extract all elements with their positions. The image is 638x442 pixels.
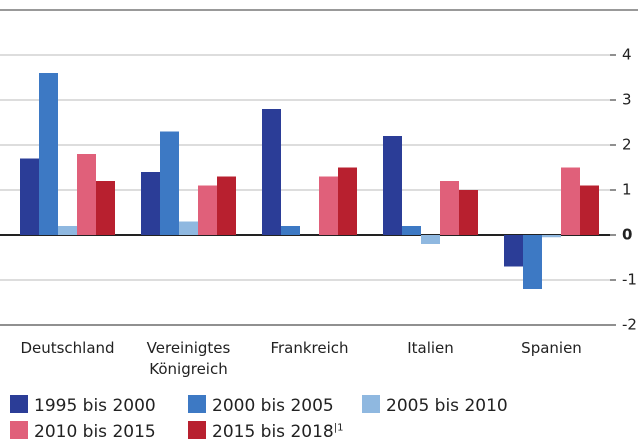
y-tick-label: 4 [622,46,632,64]
legend-label: 2000 bis 2005 [212,396,334,416]
bar [179,221,198,235]
bar [141,172,160,235]
bar [96,181,115,235]
x-tick-label: Deutschland [20,339,115,357]
bar [217,176,236,235]
bar [383,136,402,235]
bar [262,109,281,235]
y-tick-label: 0 [622,226,632,244]
bar [440,181,459,235]
bar [198,185,217,235]
bar [39,73,58,235]
x-tick-label: Vereinigtes Königreich [146,339,231,378]
bar [523,235,542,289]
bar [281,226,300,235]
legend-label: 2005 bis 2010 [386,396,508,416]
bar [338,167,357,235]
legend-swatch [10,395,28,413]
bar [580,185,599,235]
legend-swatch [10,421,28,439]
legend-item: 2015 bis 2018|1 [188,421,343,442]
legend-label: 2015 bis 2018 [212,422,334,442]
bar [542,235,561,238]
legend-item: 2000 bis 2005 [188,395,334,416]
x-tick-label: Frankreich [270,339,349,357]
x-tick-label: Italien [407,339,454,357]
bar [77,154,96,235]
legend-item: 2010 bis 2015 [10,421,156,442]
y-tick-label: 2 [622,136,632,154]
legend-footnote: |1 [333,422,344,434]
legend-swatch [362,395,380,413]
bar [504,235,523,267]
legend-swatch [188,421,206,439]
y-tick-label: 3 [622,91,632,109]
bar [561,167,580,235]
bar [402,226,421,235]
bar [20,158,39,235]
bar [160,131,179,235]
y-tick-label: 1 [622,181,632,199]
legend-label: 2010 bis 2015 [34,422,156,442]
y-tick-label: -2 [622,316,637,334]
legend-swatch [188,395,206,413]
bar [459,190,478,235]
legend-item: 2005 bis 2010 [362,395,508,416]
legend-label: 1995 bis 2000 [34,396,156,416]
bar [421,235,440,244]
y-tick-label: -1 [622,271,637,289]
bar [58,226,77,235]
bar [319,176,338,235]
legend-item: 1995 bis 2000 [10,395,156,416]
x-tick-label: Spanien [521,339,582,357]
